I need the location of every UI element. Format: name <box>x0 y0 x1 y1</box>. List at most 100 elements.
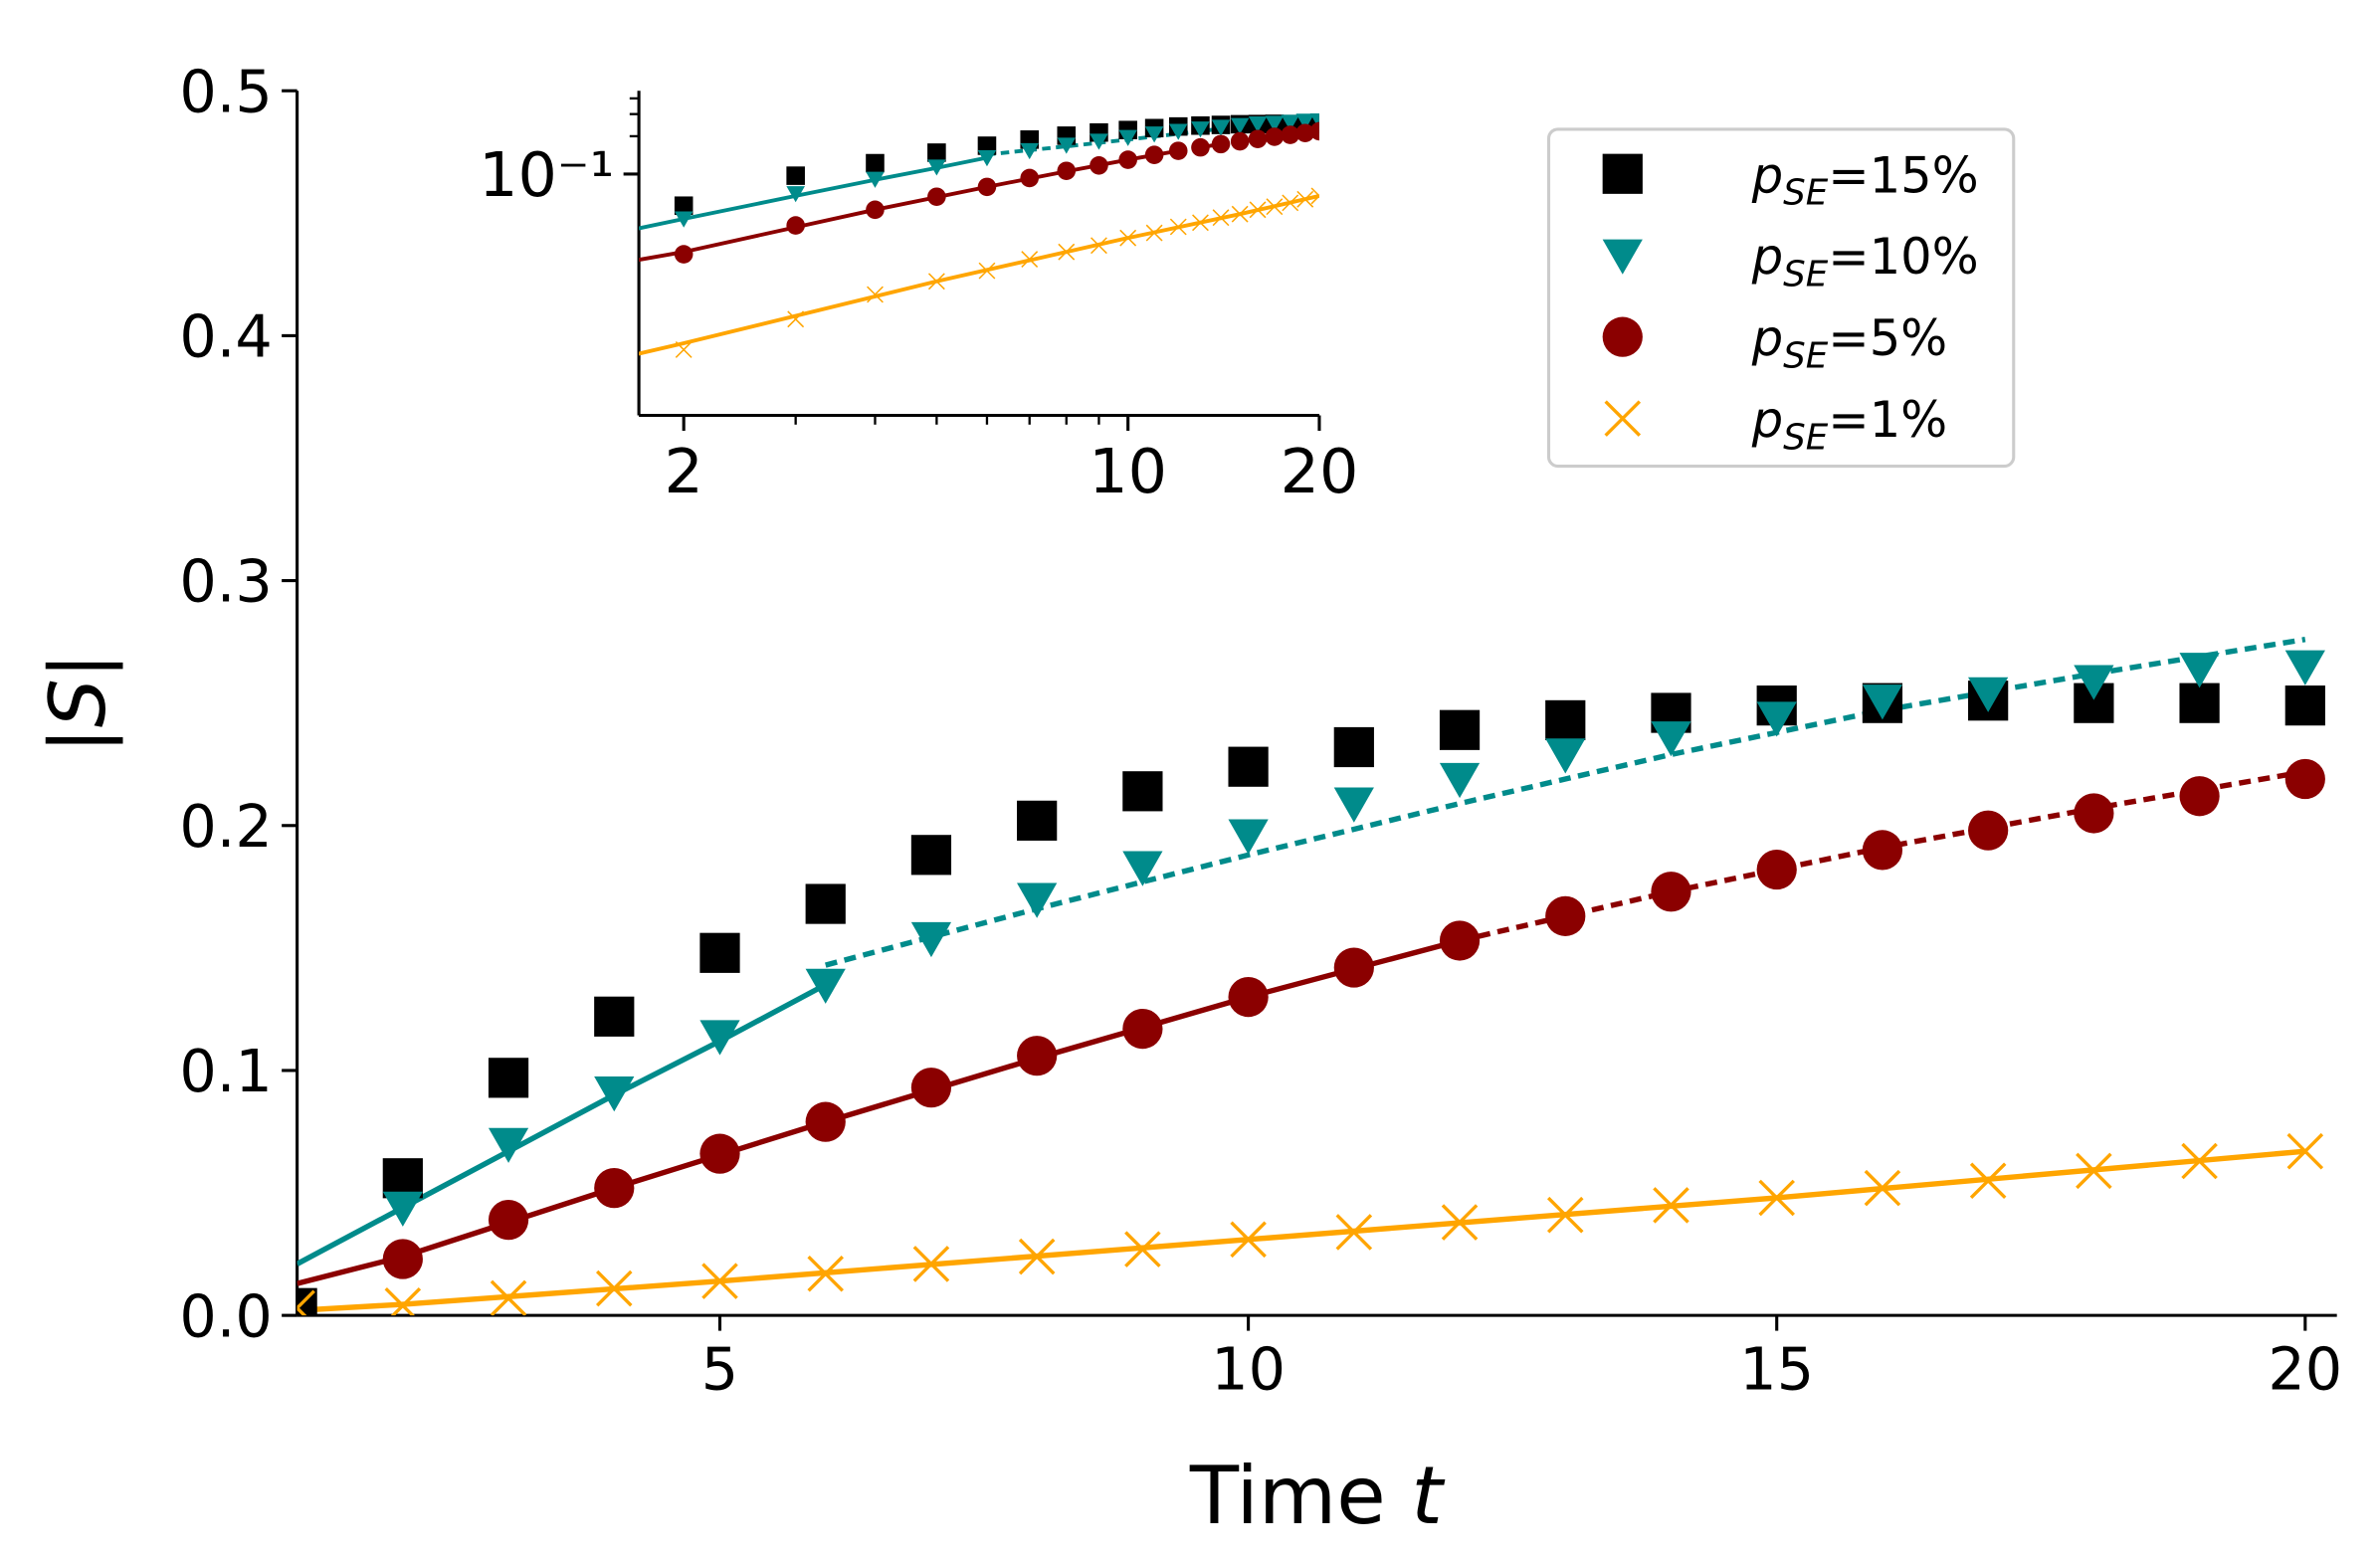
y-tick-label: 0.2 <box>179 792 272 861</box>
marker-circle <box>1309 121 1319 141</box>
marker-x <box>1145 224 1163 242</box>
y-tick-label: 10⁻¹ <box>479 139 614 211</box>
marker-circle <box>1191 137 1210 157</box>
marker-triangle <box>1017 882 1058 918</box>
marker-x <box>1969 1162 2007 1200</box>
marker-triangle <box>1651 721 1691 757</box>
marker-triangle <box>1118 129 1137 146</box>
marker-triangle <box>1228 819 1269 855</box>
marker-triangle <box>805 968 846 1004</box>
y-tick-label: 0.0 <box>179 1281 272 1350</box>
fit-line <box>297 937 1461 1286</box>
marker-triangle <box>1144 126 1164 143</box>
marker-triangle <box>1020 142 1040 160</box>
x-tick-label: 5 <box>701 1334 738 1403</box>
marker-triangle <box>1439 762 1481 799</box>
marker-triangle <box>1602 239 1643 275</box>
marker-square <box>382 1158 423 1199</box>
x-tick-label: 2 <box>664 436 702 507</box>
marker-triangle <box>1265 115 1285 132</box>
marker-circle <box>699 1133 740 1174</box>
marker-x <box>1604 400 1642 437</box>
marker-circle <box>488 1200 529 1241</box>
marker-x <box>1018 1238 1056 1275</box>
marker-triangle <box>866 171 885 188</box>
fit-line <box>297 1148 2306 1313</box>
marker-x <box>1546 1196 1584 1234</box>
fit-line <box>639 194 1319 356</box>
marker-circle <box>382 1239 423 1279</box>
marker-x <box>490 1279 527 1316</box>
marker-circle <box>927 187 946 207</box>
marker-x <box>978 262 996 280</box>
marker-x <box>1058 243 1076 261</box>
marker-circle <box>1333 947 1374 988</box>
marker-circle <box>1211 134 1231 154</box>
marker-circle <box>1862 830 1903 871</box>
marker-x <box>2181 1142 2218 1180</box>
marker-x <box>701 1263 738 1299</box>
marker-triangle <box>910 921 952 958</box>
marker-triangle <box>1968 677 2009 712</box>
marker-circle <box>674 245 694 264</box>
marker-x <box>1266 198 1284 216</box>
marker-triangle <box>699 1020 740 1056</box>
marker-square <box>1545 699 1586 741</box>
marker-square <box>699 932 740 973</box>
marker-circle <box>1756 849 1797 890</box>
marker-x <box>1169 218 1187 236</box>
marker-triangle <box>1756 701 1797 737</box>
marker-circle <box>1090 156 1108 175</box>
marker-square <box>1017 800 1058 841</box>
marker-x <box>1310 187 1319 205</box>
plot-area <box>639 113 1319 358</box>
marker-triangle <box>2284 650 2325 685</box>
marker-triangle <box>382 1191 423 1227</box>
marker-circle <box>2284 758 2325 800</box>
marker-circle <box>977 177 997 197</box>
marker-triangle <box>786 186 805 203</box>
marker-x <box>2076 1152 2112 1190</box>
marker-x <box>1653 1187 1689 1224</box>
marker-circle <box>1020 168 1040 188</box>
marker-triangle <box>1230 117 1250 134</box>
legend-label: pSE=10% <box>1751 228 1979 294</box>
marker-circle <box>594 1168 635 1209</box>
marker-triangle <box>1168 123 1188 140</box>
marker-triangle <box>977 150 997 167</box>
marker-x <box>1282 194 1299 212</box>
marker-triangle <box>1211 119 1231 136</box>
marker-square <box>910 835 952 876</box>
marker-circle <box>2179 776 2220 817</box>
marker-x <box>927 273 945 291</box>
marker-triangle <box>1090 133 1108 150</box>
marker-square <box>488 1058 529 1098</box>
marker-x <box>2286 1132 2324 1170</box>
marker-circle <box>1230 131 1250 151</box>
x-tick-label: 10 <box>1089 436 1167 507</box>
marker-x <box>1119 229 1137 247</box>
marker-x <box>1231 205 1249 223</box>
marker-x <box>1249 201 1267 219</box>
marker-circle <box>1228 976 1269 1018</box>
marker-square <box>866 153 885 173</box>
marker-circle <box>1118 150 1137 169</box>
marker-triangle <box>488 1127 529 1163</box>
marker-circle <box>1122 1008 1163 1050</box>
marker-circle <box>1281 125 1300 144</box>
marker-x <box>1091 237 1107 255</box>
marker-x <box>1021 251 1039 268</box>
marker-x <box>384 1287 422 1316</box>
marker-square <box>1333 726 1374 768</box>
marker-circle <box>1017 1036 1058 1076</box>
marker-circle <box>1295 123 1315 142</box>
y-tick-label: 0.4 <box>179 302 272 371</box>
marker-circle <box>1968 810 2009 851</box>
marker-x <box>1296 190 1314 208</box>
marker-circle <box>1057 161 1077 181</box>
marker-x <box>1192 214 1209 232</box>
marker-circle <box>1144 145 1164 164</box>
marker-circle <box>805 1101 846 1142</box>
